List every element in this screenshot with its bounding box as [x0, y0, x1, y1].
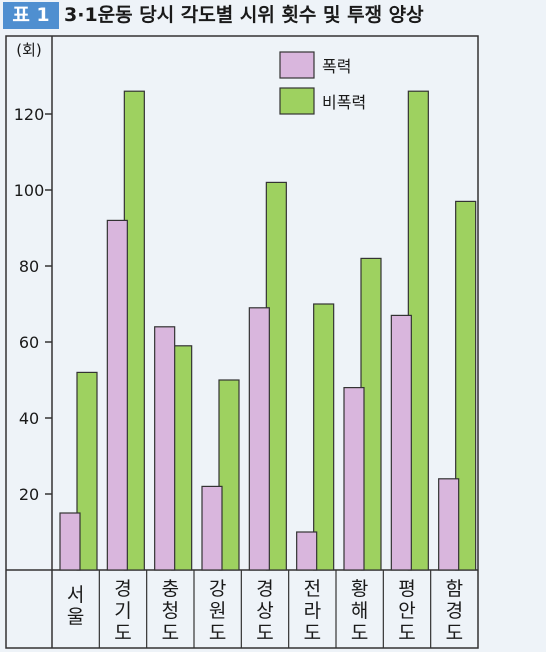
category-label: 서울	[66, 584, 85, 628]
category-label: 황해도	[350, 578, 369, 644]
category-label: 함경도	[445, 578, 464, 644]
bar-violent	[343, 387, 365, 571]
y-tick-label: 40	[19, 409, 39, 428]
category-label: 충청도	[161, 578, 180, 644]
bar-violent	[248, 307, 270, 571]
y-tick-label: 60	[19, 333, 39, 352]
category-label: 전라도	[303, 578, 322, 644]
table-badge: 표 1	[3, 2, 59, 29]
category-label: 경기도	[114, 578, 132, 644]
legend-label: 폭력	[322, 57, 351, 76]
bar-violent	[106, 219, 128, 571]
y-tick-label: 80	[19, 257, 39, 276]
y-tick-label: 120	[14, 105, 45, 124]
bar-nonviolent	[455, 200, 477, 571]
category-label: 경상도	[256, 578, 274, 644]
category-label: 강원도	[208, 578, 227, 644]
bar-violent	[296, 531, 318, 571]
bar-violent	[154, 326, 176, 571]
bar-violent	[59, 512, 81, 571]
y-tick-label: 100	[14, 181, 45, 200]
legend-swatch	[279, 51, 315, 79]
category-label: 평안도	[398, 578, 416, 644]
bar-nonviolent	[76, 371, 98, 571]
y-axis-label: (회)	[16, 41, 42, 59]
legend-swatch	[279, 87, 315, 115]
page-title: 3·1운동 당시 각도별 시위 횟수 및 투쟁 양상	[64, 4, 424, 26]
bar-nonviolent	[313, 303, 335, 571]
legend-label: 비폭력	[322, 93, 366, 112]
bar-violent	[390, 314, 412, 571]
chart-frame	[5, 35, 479, 649]
title-row: 표 1 3·1운동 당시 각도별 시위 횟수 및 투쟁 양상	[0, 0, 546, 33]
bar-violent	[201, 485, 223, 571]
bar-violent	[438, 478, 460, 571]
y-tick-label: 20	[19, 485, 39, 504]
bar-nonviolent	[218, 379, 240, 571]
